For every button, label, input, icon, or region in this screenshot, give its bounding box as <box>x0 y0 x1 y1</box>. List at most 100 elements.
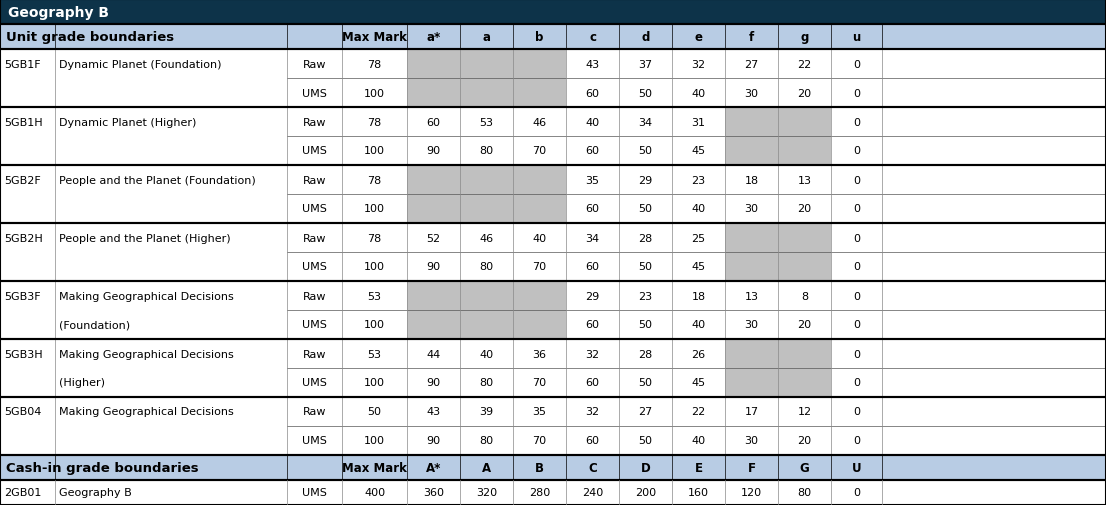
Text: 45: 45 <box>691 146 706 156</box>
Text: 36: 36 <box>532 349 546 359</box>
Bar <box>0 25 1106 50</box>
Text: A*: A* <box>426 461 441 474</box>
Text: 23: 23 <box>691 175 706 185</box>
Text: 90: 90 <box>427 378 440 388</box>
Bar <box>407 281 460 339</box>
Text: 17: 17 <box>744 407 759 417</box>
Text: Max Mark: Max Mark <box>342 461 407 474</box>
Text: Geography B: Geography B <box>59 487 132 497</box>
Text: e: e <box>695 31 702 44</box>
Text: 60: 60 <box>585 88 599 98</box>
Text: 44: 44 <box>427 349 440 359</box>
Text: 100: 100 <box>364 88 385 98</box>
Text: B: B <box>535 461 544 474</box>
Text: UMS: UMS <box>302 88 327 98</box>
Text: C: C <box>588 461 597 474</box>
Text: 0: 0 <box>853 349 860 359</box>
Text: 80: 80 <box>479 146 493 156</box>
Text: UMS: UMS <box>302 204 327 214</box>
Text: 28: 28 <box>638 233 653 243</box>
Text: 50: 50 <box>638 436 653 445</box>
Text: UMS: UMS <box>302 436 327 445</box>
Text: 160: 160 <box>688 487 709 497</box>
Text: 78: 78 <box>367 175 382 185</box>
Bar <box>0 50 1106 108</box>
Text: 50: 50 <box>638 204 653 214</box>
Text: UMS: UMS <box>302 487 327 497</box>
Text: 5GB1F: 5GB1F <box>4 60 41 69</box>
Text: 28: 28 <box>638 349 653 359</box>
Text: 23: 23 <box>638 291 653 301</box>
Bar <box>0 397 1106 455</box>
Text: a: a <box>482 31 490 44</box>
Bar <box>0 281 1106 339</box>
Text: 90: 90 <box>427 146 440 156</box>
Text: 360: 360 <box>422 487 444 497</box>
Text: 280: 280 <box>529 487 550 497</box>
Text: 0: 0 <box>853 320 860 330</box>
Text: 40: 40 <box>691 320 706 330</box>
Text: 50: 50 <box>638 262 653 272</box>
Text: 0: 0 <box>853 60 860 69</box>
Bar <box>0 455 1106 480</box>
Bar <box>0 224 1106 281</box>
Text: D: D <box>640 461 650 474</box>
Text: 0: 0 <box>853 378 860 388</box>
Text: 320: 320 <box>476 487 497 497</box>
Text: Geography B: Geography B <box>8 6 109 20</box>
Bar <box>0 224 1106 281</box>
Text: Dynamic Planet (Higher): Dynamic Planet (Higher) <box>59 117 197 127</box>
Text: 35: 35 <box>585 175 599 185</box>
Text: 80: 80 <box>479 262 493 272</box>
Text: Max Mark: Max Mark <box>342 31 407 44</box>
Text: 20: 20 <box>797 320 812 330</box>
Text: 60: 60 <box>585 320 599 330</box>
Bar <box>0 480 1106 505</box>
Text: 27: 27 <box>638 407 653 417</box>
Text: 78: 78 <box>367 60 382 69</box>
Text: 70: 70 <box>532 262 546 272</box>
Text: 60: 60 <box>585 378 599 388</box>
Bar <box>726 339 778 397</box>
Text: 46: 46 <box>532 117 546 127</box>
Bar <box>0 108 1106 166</box>
Text: 80: 80 <box>479 378 493 388</box>
Text: E: E <box>695 461 702 474</box>
Text: b: b <box>535 31 544 44</box>
Text: 18: 18 <box>744 175 759 185</box>
Text: F: F <box>748 461 755 474</box>
Text: Raw: Raw <box>303 175 326 185</box>
Text: 80: 80 <box>797 487 812 497</box>
Text: 70: 70 <box>532 378 546 388</box>
Text: 12: 12 <box>797 407 812 417</box>
Text: Unit grade boundaries: Unit grade boundaries <box>6 31 174 44</box>
Text: 37: 37 <box>638 60 653 69</box>
Text: 240: 240 <box>582 487 603 497</box>
Text: 35: 35 <box>532 407 546 417</box>
Bar <box>0 480 1106 505</box>
Text: 50: 50 <box>367 407 382 417</box>
Bar <box>0 25 1106 50</box>
Text: 40: 40 <box>691 204 706 214</box>
Text: 45: 45 <box>691 262 706 272</box>
Text: 46: 46 <box>479 233 493 243</box>
Text: 0: 0 <box>853 487 860 497</box>
Text: 50: 50 <box>638 378 653 388</box>
Text: 53: 53 <box>480 117 493 127</box>
Text: Making Geographical Decisions: Making Geographical Decisions <box>59 291 233 301</box>
Text: 60: 60 <box>585 262 599 272</box>
Text: Raw: Raw <box>303 407 326 417</box>
Text: 30: 30 <box>744 320 759 330</box>
Text: People and the Planet (Higher): People and the Planet (Higher) <box>59 233 231 243</box>
Bar <box>407 166 460 224</box>
Bar <box>0 0 1106 25</box>
Text: 32: 32 <box>585 349 599 359</box>
Bar <box>513 166 566 224</box>
Bar <box>0 339 1106 397</box>
Text: c: c <box>589 31 596 44</box>
Text: 90: 90 <box>427 262 440 272</box>
Text: g: g <box>801 31 808 44</box>
Text: u: u <box>853 31 860 44</box>
Bar <box>513 50 566 108</box>
Bar <box>778 108 831 166</box>
